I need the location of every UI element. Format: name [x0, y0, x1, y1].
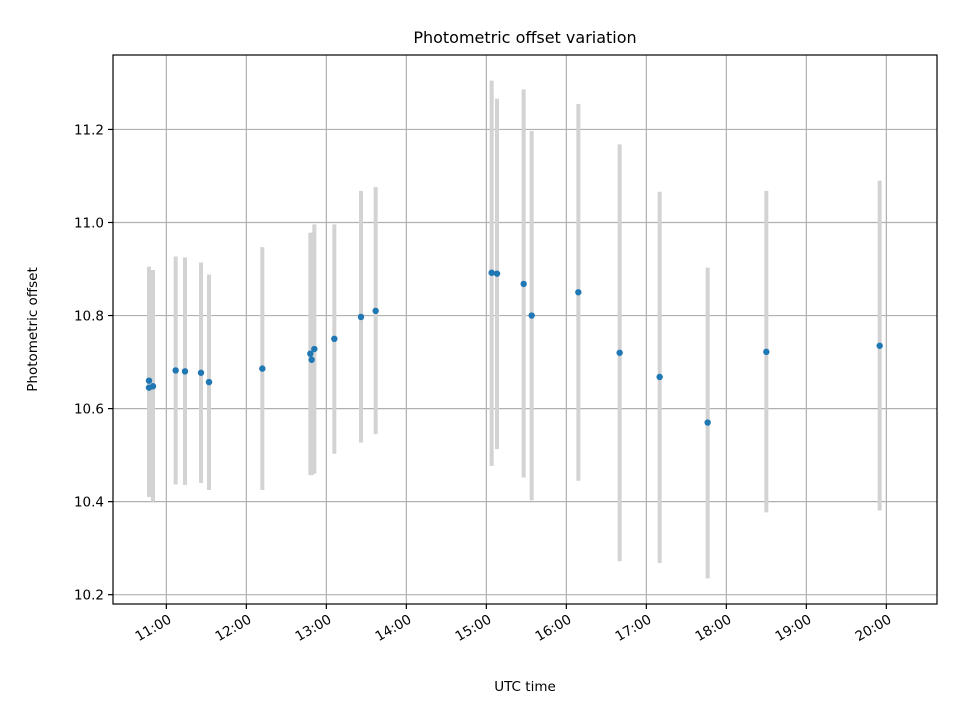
y-tick-label: 11.2 [74, 122, 104, 138]
data-point [372, 307, 379, 315]
data-point [205, 378, 213, 386]
data-point [575, 289, 582, 296]
data-point [308, 356, 315, 363]
data-point [528, 312, 535, 319]
x-tick-label: 11:00 [133, 612, 175, 645]
y-tick-label: 10.2 [74, 588, 104, 604]
x-axis-label: UTC time [494, 679, 556, 695]
x-tick-label: 20:00 [853, 612, 895, 645]
x-tick-label: 18:00 [693, 612, 735, 645]
x-tick-label: 12:00 [213, 612, 255, 645]
chart-title: Photometric offset variation [413, 28, 636, 47]
x-tick-label: 16:00 [533, 612, 575, 645]
data-point [488, 269, 495, 276]
data-point [259, 365, 266, 372]
x-tick-label: 17:00 [613, 612, 655, 645]
axis-ticks: 11:00 12:00 13:00 14:00 15:00 16:00 17:00 18:00… [74, 122, 894, 644]
y-tick-label: 10.6 [74, 402, 104, 418]
data-point [181, 368, 189, 375]
data-point [307, 350, 314, 357]
data-point [520, 280, 527, 288]
data-point [493, 270, 501, 277]
data-point [763, 348, 770, 356]
data-point [149, 383, 157, 390]
y-tick-label: 11.0 [74, 215, 104, 231]
error-bars [147, 80, 882, 579]
data-point [197, 369, 205, 376]
data-point [357, 313, 365, 321]
x-tick-label: 19:00 [773, 612, 815, 645]
data-points [145, 269, 883, 426]
y-axis-label: Photometric offset [25, 267, 41, 391]
y-tick-label: 10.4 [74, 495, 104, 511]
x-tick-label: 14:00 [373, 612, 415, 645]
data-point [656, 373, 663, 381]
data-point [145, 377, 153, 384]
x-tick-label: 15:00 [453, 612, 495, 645]
y-tick-label: 10.8 [74, 309, 104, 325]
data-point [616, 349, 623, 356]
data-point [172, 367, 179, 374]
data-point [704, 419, 711, 426]
data-point [876, 342, 883, 349]
data-point [331, 335, 338, 343]
plot-frame [112, 54, 938, 605]
data-point [311, 345, 318, 353]
x-tick-label: 13:00 [293, 612, 335, 645]
